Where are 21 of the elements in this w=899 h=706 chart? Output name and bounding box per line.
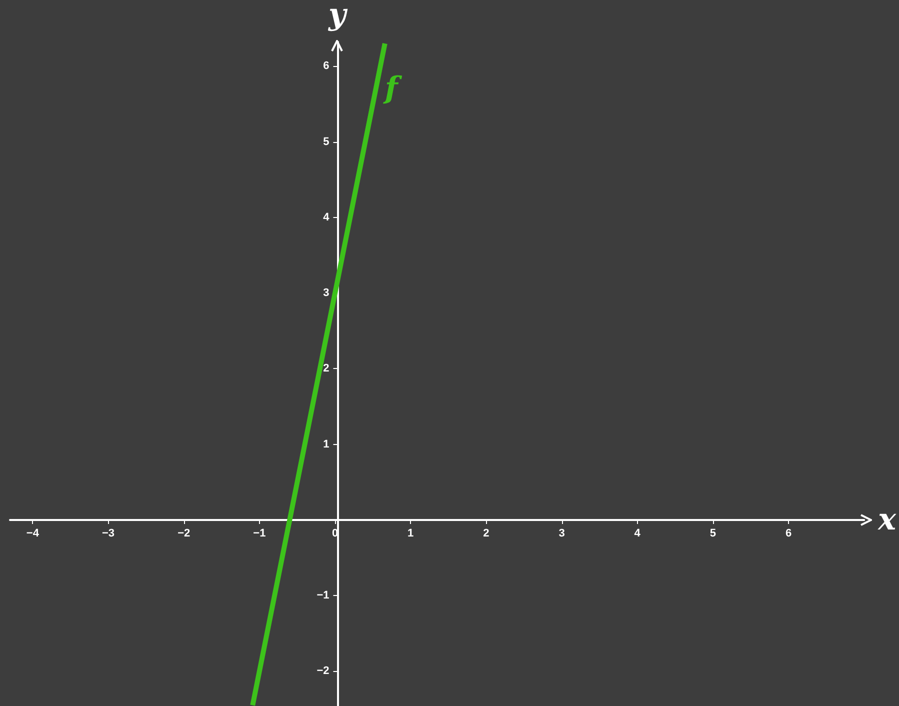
y-tick-label: 4: [323, 211, 330, 224]
y-tick-label: 6: [323, 60, 330, 72]
y-tick-label: 2: [323, 362, 330, 375]
y-axis-title: y: [328, 0, 349, 32]
y-tick-label: 3: [323, 287, 330, 300]
x-tick-label: 1: [408, 527, 414, 540]
y-tick-label: −2: [316, 665, 330, 678]
x-tick-label: −2: [178, 527, 190, 540]
x-tick-label: −3: [102, 527, 115, 540]
x-tick-label: 2: [483, 527, 490, 540]
x-tick-label: 4: [634, 527, 642, 540]
y-tick-label: 1: [323, 438, 330, 450]
x-axis-title: x: [877, 502, 898, 538]
x-tick-label: −1: [253, 527, 266, 540]
y-tick-label: −1: [316, 590, 330, 602]
x-tick-label: 3: [558, 527, 565, 540]
x-tick-label: 5: [710, 527, 716, 540]
series-label: f: [382, 71, 403, 106]
x-tick-label: 6: [785, 527, 792, 540]
x-tick-label: −4: [26, 527, 40, 540]
y-tick-label: 5: [323, 136, 330, 148]
